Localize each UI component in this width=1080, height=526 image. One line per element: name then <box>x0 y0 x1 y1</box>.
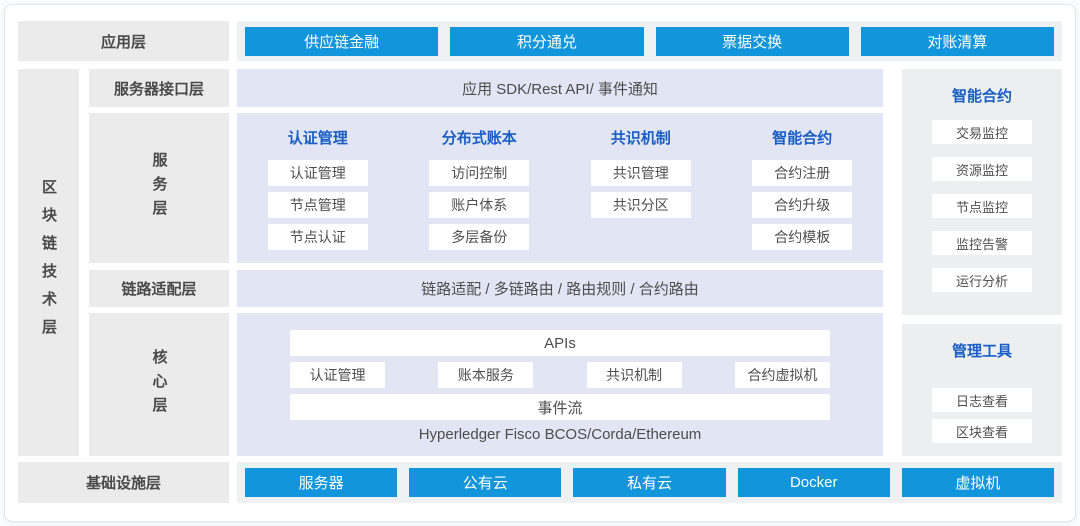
application-layer-row: 应用层 供应链金融 积分通兑 票据交换 对账清算 <box>18 21 1062 61</box>
service-column-header: 分布式账本 <box>441 130 517 147</box>
monitor-item: 交易监控 <box>932 120 1032 144</box>
service-column-contract: 智能合约 合约注册 合约升级 合约模板 <box>722 127 884 263</box>
management-tools-panel: 管理工具 日志查看 区块查看 <box>902 324 1062 456</box>
service-item: 合约注册 <box>752 160 853 186</box>
apis-bar: APIs <box>290 330 830 356</box>
link-adapt-layer-band: 链路适配 / 多链路由 / 路由规则 / 合约路由 <box>237 270 883 307</box>
right-sidebar: 智能合约 交易监控 资源监控 节点监控 监控告警 运行分析 管理工具 日志查看 … <box>902 69 1062 456</box>
service-item: 节点管理 <box>267 192 368 218</box>
node-reconciliation-clearing: 对账清算 <box>860 26 1054 56</box>
monitor-item: 资源监控 <box>932 157 1032 181</box>
event-stream-bar: 事件流 <box>290 394 830 420</box>
node-virtual-machine: 虚拟机 <box>901 468 1055 497</box>
tools-item: 区块查看 <box>932 419 1032 443</box>
core-layer-label: 核心层 <box>89 313 229 456</box>
application-layer-label: 应用层 <box>18 21 229 61</box>
diagram-card: 应用层 供应链金融 积分通兑 票据交换 对账清算 区块链技术层 服务器接口层 服… <box>4 4 1076 522</box>
node-bill-exchange: 票据交换 <box>655 26 849 56</box>
service-item: 账户体系 <box>429 192 530 218</box>
service-item: 认证管理 <box>267 160 368 186</box>
service-column-ledger: 分布式账本 访问控制 账户体系 多层备份 <box>399 127 561 263</box>
core-module: 共识机制 <box>586 362 682 388</box>
node-docker: Docker <box>737 468 890 497</box>
service-item: 共识管理 <box>590 160 691 186</box>
service-column-header: 认证管理 <box>287 130 348 147</box>
monitor-item: 监控告警 <box>932 231 1032 255</box>
node-server: 服务器 <box>245 468 398 497</box>
service-item: 合约模板 <box>752 224 853 250</box>
node-public-cloud: 公有云 <box>409 468 562 497</box>
blockchain-tech-layer-label-strip: 区块链技术层 <box>18 69 79 456</box>
service-item: 访问控制 <box>429 160 530 186</box>
interface-layer-band: 应用 SDK/Rest API/ 事件通知 <box>237 69 883 107</box>
service-column-auth: 认证管理 认证管理 节点管理 节点认证 <box>237 127 399 263</box>
service-column-consensus: 共识机制 共识管理 共识分区 <box>560 127 722 263</box>
core-layer-panel: APIs 认证管理 账本服务 共识机制 合约虚拟机 事件流 Hyperledge… <box>237 313 883 456</box>
node-points-exchange: 积分通兑 <box>450 26 644 56</box>
core-module: 账本服务 <box>438 362 534 388</box>
core-layer-inner: APIs 认证管理 账本服务 共识机制 合约虚拟机 事件流 Hyperledge… <box>290 330 830 443</box>
blockchain-tech-layer: 区块链技术层 服务器接口层 服务层 链路适配层 核心层 应用 SDK/Rest … <box>18 69 1062 456</box>
service-item: 合约升级 <box>752 192 853 218</box>
interface-layer-label: 服务器接口层 <box>89 69 229 107</box>
infrastructure-layer-label: 基础设施层 <box>18 462 229 503</box>
service-layer-label: 服务层 <box>89 113 229 263</box>
monitor-panel-header: 智能合约 <box>951 88 1012 105</box>
sublayer-label-column: 服务器接口层 服务层 链路适配层 核心层 <box>89 69 229 456</box>
core-module: 合约虚拟机 <box>734 362 830 388</box>
blockchain-tech-layer-label: 区块链技术层 <box>40 178 57 347</box>
sublayer-content-column: 应用 SDK/Rest API/ 事件通知 认证管理 认证管理 节点管理 节点认… <box>237 69 883 456</box>
smart-contract-monitor-panel: 智能合约 交易监控 资源监控 节点监控 监控告警 运行分析 <box>902 69 1062 315</box>
service-item: 共识分区 <box>590 192 691 218</box>
tools-item: 日志查看 <box>932 388 1032 412</box>
service-column-header: 共识机制 <box>610 130 671 147</box>
core-module: 认证管理 <box>290 362 385 388</box>
infrastructure-layer-row: 基础设施层 服务器 公有云 私有云 Docker 虚拟机 <box>18 462 1062 503</box>
application-node-strip: 供应链金融 积分通兑 票据交换 对账清算 <box>237 21 1062 61</box>
link-adapt-layer-label: 链路适配层 <box>89 270 229 307</box>
service-column-header: 智能合约 <box>772 130 833 147</box>
monitor-item: 节点监控 <box>932 194 1032 218</box>
tools-panel-header: 管理工具 <box>951 343 1012 360</box>
platforms-note: Hyperledger Fisco BCOS/Corda/Ethereum <box>418 426 702 443</box>
core-modules-row: 认证管理 账本服务 共识机制 合约虚拟机 <box>290 362 830 388</box>
monitor-item: 运行分析 <box>932 268 1032 292</box>
service-item: 多层备份 <box>429 224 530 250</box>
node-private-cloud: 私有云 <box>573 468 726 497</box>
service-item: 节点认证 <box>267 224 368 250</box>
node-supply-chain-finance: 供应链金融 <box>245 26 439 56</box>
service-layer-panel: 认证管理 认证管理 节点管理 节点认证 分布式账本 访问控制 账户体系 多层备份… <box>237 113 883 263</box>
infrastructure-node-strip: 服务器 公有云 私有云 Docker 虚拟机 <box>237 462 1062 503</box>
